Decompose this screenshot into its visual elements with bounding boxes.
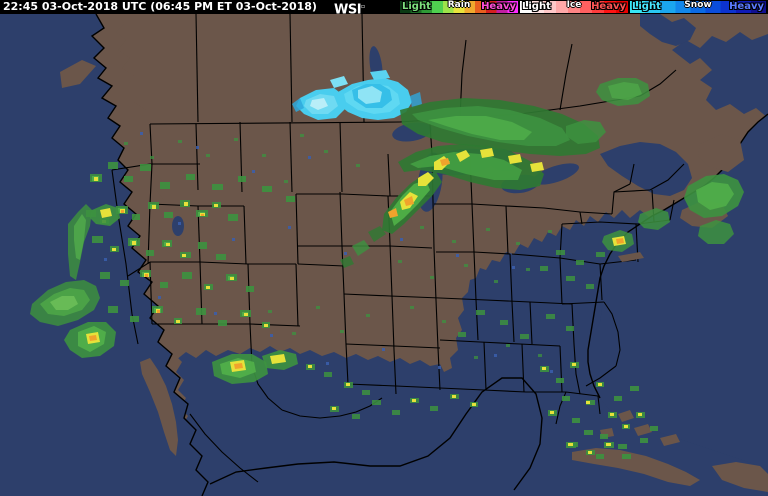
legend-ice-title: Ice	[566, 0, 582, 10]
header-bar: 22:45 03-Oct-2018 UTC (06:45 PM ET 03-Oc…	[0, 0, 768, 18]
radar-speckle	[124, 134, 552, 359]
map-canvas	[0, 14, 768, 496]
legend-snow-title: Snow	[684, 0, 712, 10]
trademark-icon: ▫	[361, 3, 366, 10]
rain-echo-maritimes	[458, 78, 744, 339]
legend-snow-gradient	[630, 1, 766, 13]
legend-snow-light-label: Light	[632, 1, 661, 12]
legend-rain[interactable]: Rain Light Heavy	[400, 0, 518, 13]
rain-echo-great-lakes	[340, 98, 600, 268]
rain-echo-florida	[540, 362, 658, 459]
legend-ice[interactable]: Ice Light Heavy	[520, 0, 628, 13]
wsi-logo: WSI▫	[334, 0, 366, 18]
precipitation-layer	[30, 70, 744, 459]
legend-rain-title: Rain	[447, 0, 471, 10]
radar-map[interactable]	[0, 14, 768, 496]
wsi-logo-text: WSI	[334, 2, 362, 18]
radar-speckle-blue	[104, 132, 553, 373]
legend-ice-heavy-label: Heavy	[591, 1, 626, 12]
rain-core-yellow	[388, 148, 544, 218]
rain-echo-texas	[212, 350, 478, 419]
legend-rain-light-label: Light	[402, 1, 431, 12]
legend-snow[interactable]: Snow Light Heavy	[630, 0, 766, 13]
legend-rain-gradient	[400, 1, 518, 13]
legend-snow-heavy-label: Heavy	[729, 1, 764, 12]
snow-echo-upper-midwest	[292, 70, 422, 120]
legend-ice-light-label: Light	[522, 1, 551, 12]
legend-ice-gradient	[520, 1, 628, 13]
legend-rain-heavy-label: Heavy	[481, 1, 516, 12]
timestamp-label: 22:45 03-Oct-2018 UTC (06:45 PM ET 03-Oc…	[3, 0, 317, 13]
rain-echo-pacific-nw	[30, 204, 100, 326]
rain-echo-southwest	[64, 162, 295, 358]
